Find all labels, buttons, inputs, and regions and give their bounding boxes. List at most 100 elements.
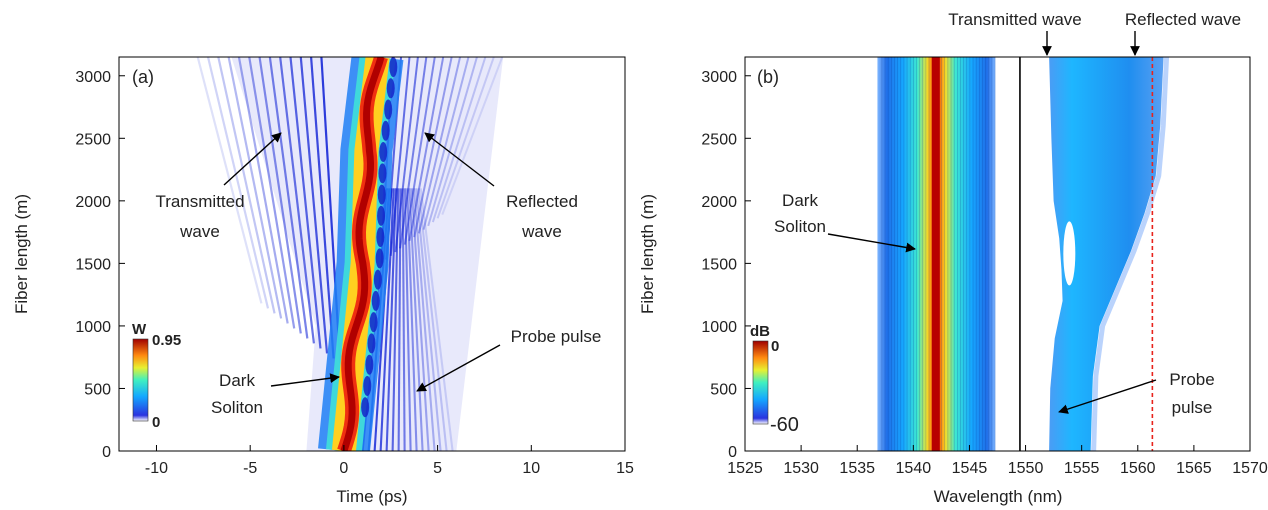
panel-b-x-tick-label: 1540 xyxy=(896,460,932,477)
panel-b-x-tick-label: 1555 xyxy=(1064,460,1100,477)
soliton-notch xyxy=(386,78,395,99)
transmitted-wave-fringe xyxy=(289,57,322,349)
soliton-notch xyxy=(373,269,382,290)
panel-a-x-tick-label: -5 xyxy=(243,460,257,477)
panel-b-x-tick-label: 1525 xyxy=(727,460,763,477)
transmitted-wave-fringe xyxy=(237,57,289,324)
probe-pulse-fringe xyxy=(379,188,395,451)
panel-b-x-tick-label: 1560 xyxy=(1120,460,1156,477)
probe-pulse-fringe xyxy=(419,188,454,451)
reflected-wave-fringe xyxy=(394,57,419,253)
soliton-notch xyxy=(378,163,387,184)
panel-b-x-tick-label: 1545 xyxy=(952,460,988,477)
panel-a-label: (a) xyxy=(132,67,154,87)
panel-b-x-tick-label: 1570 xyxy=(1232,460,1268,477)
transmitted-wave-fringe xyxy=(279,57,315,344)
arrow-reflected-wave xyxy=(424,132,495,187)
annotation-b-probe-pulse-line2: pulse xyxy=(1172,398,1213,417)
panel-b-colorbar xyxy=(752,340,769,425)
panel-a-colorbar xyxy=(132,338,149,422)
panel-a-y-tick-label: 1000 xyxy=(75,319,111,336)
top-label-reflected-wave: Reflected wave xyxy=(1125,10,1241,29)
probe-pulse-fringe xyxy=(385,188,398,451)
probe-pulse-fringe xyxy=(397,188,402,451)
probe-pulse-fringe xyxy=(408,188,424,451)
panel-a-x-ticks: -10 -5 0 5 10 15 xyxy=(145,445,634,477)
panel-a-x-tick-label: 5 xyxy=(433,460,442,477)
panel-b-y-tick-label: 2500 xyxy=(701,131,737,148)
annotation-b-dark-soliton-line1: Dark xyxy=(782,191,818,210)
panel-a-y-tick-label: 3000 xyxy=(75,69,111,86)
panel-a-y-tick-label: 1500 xyxy=(75,256,111,273)
panel-b-y-axis-label: Fiber length (m) xyxy=(638,194,657,314)
transmitted-wave-fringe xyxy=(309,57,335,359)
panel-a-y-axis-label: Fiber length (m) xyxy=(12,194,31,314)
annotation-b-dark-soliton-line2: Soliton xyxy=(774,217,826,236)
panel-a-colorbar-unit: W xyxy=(132,321,147,338)
panel-a-heatmap xyxy=(196,57,504,451)
annotation-dark-soliton-line2: Soliton xyxy=(211,398,263,417)
panel-b-x-axis-label: Wavelength (nm) xyxy=(934,487,1063,506)
soliton-notch xyxy=(377,184,386,205)
reflected-wave-fringe xyxy=(436,57,495,219)
panel-a-y-tick-label: 0 xyxy=(102,444,111,461)
panel-b-axes-box xyxy=(744,56,1251,452)
arrow-probe-pulse xyxy=(416,344,501,392)
probe-pulse-fringe xyxy=(417,188,448,451)
panel-b-y-tick-label: 1000 xyxy=(701,319,737,336)
probe-pulse-fringe xyxy=(412,188,436,451)
probe-pulse-fringe xyxy=(406,188,418,451)
soliton-notch xyxy=(367,333,376,354)
transmitted-wave-fringe xyxy=(258,57,302,334)
reflected-wave-fringe xyxy=(427,57,478,227)
panel-a-x-axis-label: Time (ps) xyxy=(336,487,407,506)
reflected-wave-fringe xyxy=(403,57,436,245)
probe-pulse-fringe xyxy=(391,188,400,451)
transmitted-wave-fringe xyxy=(227,57,283,319)
panel-b-heatmap xyxy=(877,57,1170,451)
panel-b-x-tick-label: 1535 xyxy=(839,460,875,477)
panel-b-y-tick-label: 500 xyxy=(710,381,737,398)
annotation-transmitted-wave-line2: wave xyxy=(179,222,220,241)
panel-b-y-tick-label: 0 xyxy=(728,444,737,461)
probe-pulse-fringe xyxy=(401,188,406,451)
panel-a-colorbar-max: 0.95 xyxy=(152,332,181,349)
panel-b-colorbar-max: 0 xyxy=(771,338,779,355)
probe-spectrum-region xyxy=(1049,57,1164,451)
reflected-wave-fringe xyxy=(431,57,487,223)
panel-a-y-tick-label: 2000 xyxy=(75,194,111,211)
soliton-notch xyxy=(377,205,386,226)
arrow-b-dark-soliton xyxy=(827,233,916,253)
panel-b-y-tick-label: 3000 xyxy=(701,69,737,86)
panel-a-x-tick-label: 10 xyxy=(522,460,540,477)
soliton-notch xyxy=(375,248,384,269)
soliton-spectral-peak xyxy=(931,57,940,451)
annotation-dark-soliton-line1: Dark xyxy=(219,371,255,390)
panel-b-y-tick-label: 2000 xyxy=(701,194,737,211)
panel-b-x-tick-label: 1565 xyxy=(1176,460,1212,477)
reflected-wave-fringe xyxy=(422,57,470,230)
annotation-b-probe-pulse-line1: Probe xyxy=(1169,370,1214,389)
panel-b-y-ticks: 0 500 1000 1500 2000 2500 3000 xyxy=(701,69,751,461)
soliton-notch xyxy=(363,375,372,396)
soliton-notch xyxy=(379,142,388,163)
panel-a-x-tick-label: 15 xyxy=(616,460,634,477)
panel-b-x-tick-label: 1530 xyxy=(783,460,819,477)
panel-b: 1525 1530 1535 1540 1545 1550 1555 1560 1565 1570… xyxy=(638,10,1268,506)
top-label-transmitted-wave: Transmitted wave xyxy=(948,10,1082,29)
annotation-probe-pulse: Probe pulse xyxy=(511,327,602,346)
soliton-notch xyxy=(361,397,370,418)
panel-b-x-ticks: 1525 1530 1535 1540 1545 1550 1555 1560 1565 1570 xyxy=(727,445,1268,477)
transmitted-wave-fringe xyxy=(248,57,296,329)
soliton-notch xyxy=(369,312,378,333)
arrow-dark-soliton xyxy=(270,373,340,387)
soliton-notch xyxy=(371,290,380,311)
panel-b-y-tick-label: 1500 xyxy=(701,256,737,273)
transmitted-wave-fringe xyxy=(299,57,329,354)
probe-spectrum-gap xyxy=(1063,221,1076,286)
panel-b-colorbar-unit: dB xyxy=(750,323,770,340)
annotation-reflected-wave-line2: wave xyxy=(521,222,562,241)
panel-a-y-tick-label: 2500 xyxy=(75,131,111,148)
transmitted-wave-fringe xyxy=(268,57,309,339)
